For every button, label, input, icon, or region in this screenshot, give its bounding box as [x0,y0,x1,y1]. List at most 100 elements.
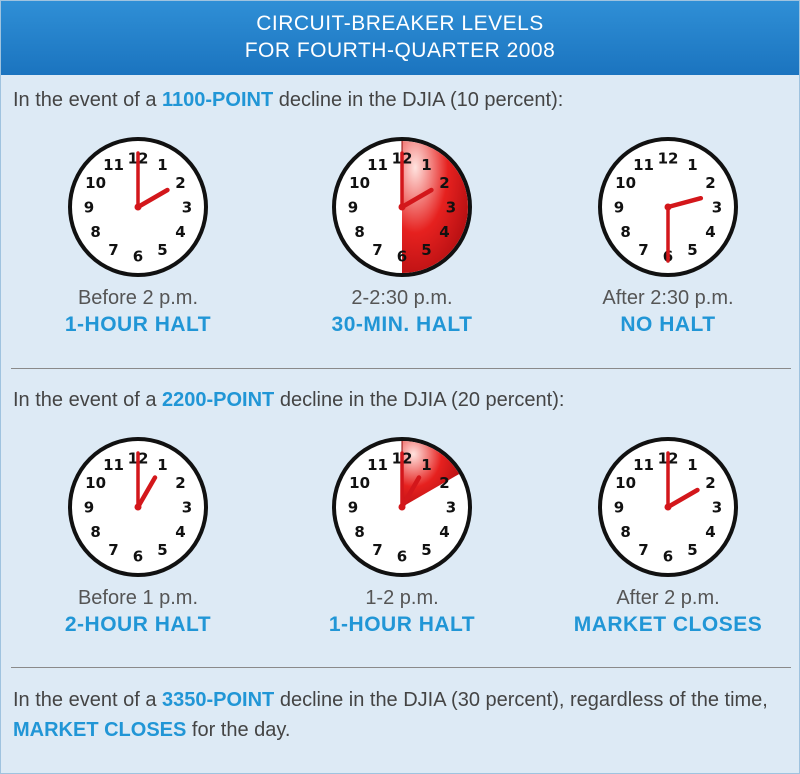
clock-numeral: 3 [182,199,192,217]
clock-numeral: 11 [103,156,124,174]
clock-numeral: 10 [615,474,636,492]
hour-hand [399,475,422,510]
clock-numeral: 4 [175,223,185,241]
clock-numeral: 3 [446,199,456,217]
clock-numeral: 4 [705,523,715,541]
clock-numeral: 2 [175,174,185,192]
clock-numeral: 6 [397,548,407,566]
clock-center [664,203,672,211]
clock-numeral: 4 [439,523,449,541]
clock-numeral: 1 [687,456,697,474]
section1-clock3: 123456789101112 After 2:30 p.m. NO HALT [543,133,793,337]
header-banner: CIRCUIT-BREAKER LEVELS FOR FOURTH-QUARTE… [1,1,799,75]
section2-clock3: 123456789101112 After 2 p.m. MARKET CLOS… [543,433,793,637]
clock-numeral: 9 [84,199,94,217]
section1-intro: In the event of a 1100-POINT decline in … [13,89,563,112]
section2-clock2: 123456789101112 1-2 p.m. 1-HOUR HALT [277,433,527,637]
clock-numeral: 2 [705,174,715,192]
clock-numeral: 5 [157,541,167,559]
clock-face-icon: 123456789101112 [332,137,472,277]
clock-face-icon: 123456789101112 [332,437,472,577]
time-window-shade [402,141,468,273]
section-divider [11,368,791,369]
clock-numeral: 12 [658,150,679,168]
clock-face-icon: 123456789101112 [598,437,738,577]
clock-numeral: 1 [421,456,431,474]
header-title-line2: FOR FOURTH-QUARTER 2008 [244,39,556,62]
clock-numeral: 7 [372,241,382,259]
clock-center [398,203,406,211]
clock-numeral: 7 [372,541,382,559]
clock-numeral: 2 [705,474,715,492]
hour-hand [135,187,170,210]
section2-intro: In the event of a 2200-POINT decline in … [13,389,564,412]
clock-numeral: 7 [108,541,118,559]
clock-center [664,503,672,511]
clock-numeral: 11 [633,456,654,474]
final-text: In the event of a [13,689,162,711]
clock-numeral: 6 [397,248,407,266]
clock-numeral: 11 [367,456,388,474]
clock-numeral: 3 [712,199,722,217]
section2-intro-tail: decline in the DJIA (20 percent): [274,389,565,411]
clock-numeral: 11 [633,156,654,174]
clock-numeral: 5 [421,541,431,559]
section1-clock2: 123456789101112 2-2:30 p.m. 30-MIN. HALT [277,133,527,337]
section2-clock1: 123456789101112 Before 1 p.m. 2-HOUR HAL… [13,433,263,637]
clock-numeral: 1 [157,456,167,474]
clock-caption: 2-2:30 p.m. [351,287,453,309]
final-text-middle: decline in the DJIA (30 percent), regard… [274,689,768,711]
section2-intro-text: In the event of a [13,389,162,411]
clock-caption: Before 2 p.m. [77,287,199,309]
clock-numeral: 8 [90,523,100,541]
final-note: In the event of a 3350-POINT decline in … [13,685,788,745]
clock-numeral: 5 [421,241,431,259]
clock-numeral: 10 [349,474,370,492]
clock-caption: After 2 p.m. [616,587,720,609]
section-divider [11,667,791,668]
clock-status: NO HALT [620,313,716,336]
hour-hand [665,487,700,510]
section1-intro-text: In the event of a [13,89,162,111]
clock-numeral: 3 [446,499,456,517]
clock-numeral: 9 [348,199,358,217]
clock-numeral: 8 [354,223,364,241]
clock-status: 30-MIN. HALT [331,313,473,336]
final-market-closes: MARKET CLOSES [13,719,187,741]
clock-numeral: 8 [620,523,630,541]
clock-numeral: 10 [85,474,106,492]
section1-points: 1100-POINT [162,89,274,111]
clock-numeral: 10 [615,174,636,192]
clock-center [134,203,142,211]
clock-numeral: 5 [687,541,697,559]
clock-numeral: 2 [439,174,449,192]
clock-caption: 1-2 p.m. [365,587,439,609]
clock-caption: Before 1 p.m. [77,587,199,609]
clock-numeral: 2 [175,474,185,492]
section1-intro-tail: decline in the DJIA (10 percent): [273,89,564,111]
clock-numeral: 10 [85,174,106,192]
clock-numeral: 9 [614,199,624,217]
clock-face-icon: 123456789101112 [68,137,208,277]
clock-numeral: 1 [157,156,167,174]
final-text-tail: for the day. [186,719,291,741]
clock-numeral: 9 [348,499,358,517]
section1-clock1: 123456789101112 Before 2 p.m. 1-HOUR HAL… [13,133,263,337]
clock-numeral: 3 [712,499,722,517]
clock-status: 1-HOUR HALT [64,313,212,336]
hour-hand [665,195,704,210]
time-window-shade [402,441,460,507]
clock-numeral: 4 [439,223,449,241]
clock-numeral: 5 [157,241,167,259]
clock-numeral: 4 [175,523,185,541]
clock-numeral: 2 [439,474,449,492]
clock-center [398,503,406,511]
clock-numeral: 9 [84,499,94,517]
header-title-line1: CIRCUIT-BREAKER LEVELS [256,12,544,35]
clock-face-icon: 123456789101112 [68,437,208,577]
clock-numeral: 8 [620,223,630,241]
clock-numeral: 7 [108,241,118,259]
clock-face-icon: 123456789101112 [598,137,738,277]
clock-numeral: 7 [638,241,648,259]
